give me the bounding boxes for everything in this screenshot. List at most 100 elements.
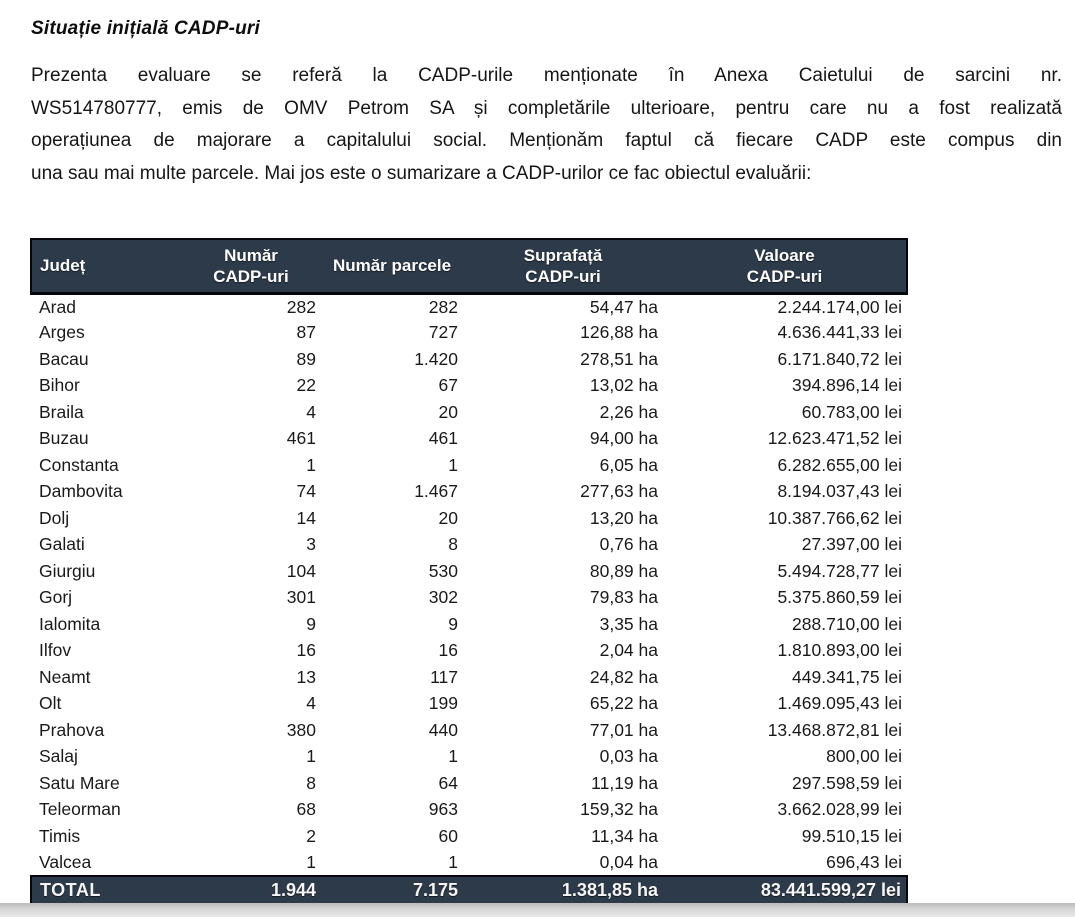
cell-valoare: 99.510,15 lei [663, 823, 907, 850]
cell-valoare: 297.598,59 lei [663, 770, 907, 797]
cell-valoare: 6.171.840,72 lei [663, 346, 907, 373]
cell-numar_cadp: 1 [181, 743, 321, 770]
cell-valoare: 288.710,00 lei [663, 611, 907, 638]
cell-judet: Galati [31, 531, 181, 558]
cell-numar_cadp: 68 [181, 796, 321, 823]
cell-numar_cadp: 2 [181, 823, 321, 850]
cell-suprafata: 79,83 ha [463, 584, 663, 611]
cell-numar_cadp: 461 [181, 425, 321, 452]
table-row: Ilfov 16 16 2,04 ha 1.810.893,00 lei [31, 637, 907, 664]
cell-valoare: 5.494.728,77 lei [663, 558, 907, 585]
total-cell-numar_parcele: 7.175 [321, 875, 463, 905]
cell-suprafata: 6,05 ha [463, 452, 663, 479]
cell-numar_cadp: 3 [181, 531, 321, 558]
cell-numar_cadp: 301 [181, 584, 321, 611]
cell-numar_parcele: 1 [321, 743, 463, 770]
cell-suprafata: 13,02 ha [463, 372, 663, 399]
cell-numar_cadp: 89 [181, 346, 321, 373]
cell-numar_parcele: 1.420 [321, 346, 463, 373]
cell-judet: Salaj [31, 743, 181, 770]
cell-judet: Buzau [31, 425, 181, 452]
cell-judet: Dolj [31, 505, 181, 532]
cell-judet: Braila [31, 399, 181, 426]
cell-suprafata: 54,47 ha [463, 293, 663, 320]
table-total-row: TOTAL 1.944 7.175 1.381,85 ha 83.441.599,27 … [30, 875, 908, 905]
cell-judet: Ilfov [31, 637, 181, 664]
table-row: Galati 3 8 0,76 ha 27.397,00 lei [31, 531, 907, 558]
cell-numar_cadp: 74 [181, 478, 321, 505]
cell-valoare: 394.896,14 lei [663, 372, 907, 399]
cell-valoare: 1.469.095,43 lei [663, 690, 907, 717]
cell-suprafata: 94,00 ha [463, 425, 663, 452]
cell-valoare: 696,43 lei [663, 849, 907, 876]
table-row: Constanta 1 1 6,05 ha 6.282.655,00 lei [31, 452, 907, 479]
page-bottom-edge [0, 903, 1075, 917]
cell-suprafata: 277,63 ha [463, 478, 663, 505]
cell-numar_parcele: 117 [321, 664, 463, 691]
paragraph-line: Prezenta evaluare se referă la CADP-uril… [31, 65, 1062, 86]
cell-suprafata: 0,76 ha [463, 531, 663, 558]
cell-numar_parcele: 64 [321, 770, 463, 797]
table-row: Timis 2 60 11,34 ha 99.510,15 lei [31, 823, 907, 850]
cell-suprafata: 65,22 ha [463, 690, 663, 717]
cell-numar_parcele: 963 [321, 796, 463, 823]
paragraph-line: operațiunea de majorare a capitalului so… [31, 130, 1062, 152]
page-title: Situație inițială CADP-uri [31, 18, 261, 39]
table-row: Gorj 301 302 79,83 ha 5.375.860,59 lei [31, 584, 907, 611]
table-row: Valcea 1 1 0,04 ha 696,43 lei [31, 849, 907, 876]
cell-numar_parcele: 1 [321, 452, 463, 479]
cell-judet: Giurgiu [31, 558, 181, 585]
cell-judet: Arad [31, 293, 181, 320]
cell-numar_parcele: 440 [321, 717, 463, 744]
table-header-row: Județ Număr CADP-uri Număr parcele Suprafaț… [30, 238, 908, 295]
cell-suprafata: 3,35 ha [463, 611, 663, 638]
table-row: Giurgiu 104 530 80,89 ha 5.494.728,77 lei [31, 558, 907, 585]
cell-suprafata: 2,26 ha [463, 399, 663, 426]
cell-valoare: 12.623.471,52 lei [663, 425, 907, 452]
cell-judet: Dambovita [31, 478, 181, 505]
cell-numar_cadp: 13 [181, 664, 321, 691]
cell-suprafata: 80,89 ha [463, 558, 663, 585]
table-row: Ialomita 9 9 3,35 ha 288.710,00 lei [31, 611, 907, 638]
cell-valoare: 6.282.655,00 lei [663, 452, 907, 479]
cell-numar_cadp: 1 [181, 452, 321, 479]
total-cell-valoare: 83.441.599,27 lei [663, 875, 908, 905]
cell-numar_cadp: 22 [181, 372, 321, 399]
cell-suprafata: 24,82 ha [463, 664, 663, 691]
cell-judet: Constanta [31, 452, 181, 479]
paragraph-line: WS514780777, emis de OMV Petrom SA și co… [31, 97, 1062, 119]
table-row: Prahova 380 440 77,01 ha 13.468.872,81 lei [31, 717, 907, 744]
cell-judet: Ialomita [31, 611, 181, 638]
cell-numar_cadp: 14 [181, 505, 321, 532]
table-row: Arges 87 727 126,88 ha 4.636.441,33 lei [31, 319, 907, 346]
cell-valoare: 3.662.028,99 lei [663, 796, 907, 823]
cell-numar_parcele: 8 [321, 531, 463, 558]
cell-numar_cadp: 16 [181, 637, 321, 664]
cell-judet: Gorj [31, 584, 181, 611]
cell-valoare: 13.468.872,81 lei [663, 717, 907, 744]
cell-numar_parcele: 461 [321, 425, 463, 452]
cell-numar_cadp: 104 [181, 558, 321, 585]
cell-valoare: 800,00 lei [663, 743, 907, 770]
table-row: Braila 4 20 2,26 ha 60.783,00 lei [31, 399, 907, 426]
cell-valoare: 1.810.893,00 lei [663, 637, 907, 664]
table-row: Dolj 14 20 13,20 ha 10.387.766,62 lei [31, 505, 907, 532]
table-row: Satu Mare 8 64 11,19 ha 297.598,59 lei [31, 770, 907, 797]
cell-numar_cadp: 8 [181, 770, 321, 797]
cell-judet: Timis [31, 823, 181, 850]
cell-suprafata: 126,88 ha [463, 319, 663, 346]
table-row: Salaj 1 1 0,03 ha 800,00 lei [31, 743, 907, 770]
table-body: Arad 282 282 54,47 ha 2.244.174,00 lei Arges 8… [31, 293, 907, 876]
header-cell-suprafata: Suprafață CADP-uri [463, 238, 663, 295]
cell-numar_cadp: 9 [181, 611, 321, 638]
cell-numar_cadp: 87 [181, 319, 321, 346]
cell-numar_cadp: 1 [181, 849, 321, 876]
table-row: Bihor 22 67 13,02 ha 394.896,14 lei [31, 372, 907, 399]
table-row: Bacau 89 1.420 278,51 ha 6.171.840,72 lei [31, 346, 907, 373]
cell-numar_cadp: 4 [181, 690, 321, 717]
cell-judet: Neamt [31, 664, 181, 691]
cell-numar_parcele: 282 [321, 293, 463, 320]
cell-judet: Satu Mare [31, 770, 181, 797]
cell-suprafata: 278,51 ha [463, 346, 663, 373]
table-row: Dambovita 74 1.467 277,63 ha 8.194.037,43 le… [31, 478, 907, 505]
